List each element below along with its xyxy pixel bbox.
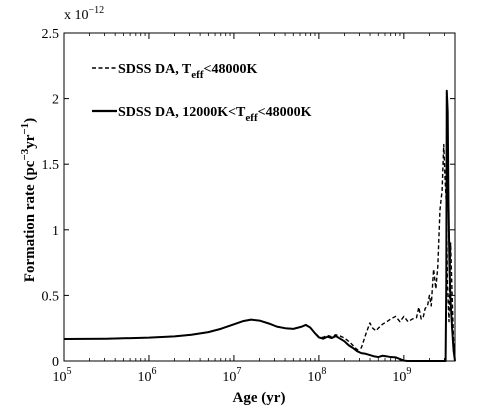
x-tick-label: 108 (307, 366, 326, 385)
x-tick-label: 107 (222, 366, 241, 385)
axis-ticks: 0 0.5 1 1.5 2 2.5 105 106 107 108 109 (42, 27, 455, 385)
legend: SDSS DA, Teff<48000K SDSS DA, 12000K<Teff… (92, 62, 312, 124)
x-tick-label: 109 (392, 366, 411, 385)
series-line-dashed (63, 143, 456, 359)
y-multiplier-label: x 10−12 (64, 5, 104, 23)
legend-entry-2: SDSS DA, 12000K<Teff<48000K (118, 105, 312, 124)
series-layer (63, 89, 456, 362)
y-tick-label: 0 (52, 355, 59, 370)
y-tick-label: 1 (52, 224, 59, 239)
x-tick-label: 106 (137, 366, 156, 385)
y-tick-label: 2.5 (42, 27, 60, 42)
y-axis-label: Formation rate (pc−3yr−1) (19, 118, 38, 282)
series-line-solid (63, 89, 456, 362)
y-tick-label: 1.5 (42, 158, 60, 173)
y-tick-label: 0.5 (42, 289, 60, 304)
x-tick-label: 105 (53, 366, 72, 385)
x-axis-label: Age (yr) (233, 390, 286, 406)
legend-entry-1: SDSS DA, Teff<48000K (118, 62, 257, 81)
plot-frame (63, 32, 456, 362)
plot-area (63, 32, 456, 362)
y-tick-label: 2 (52, 93, 59, 108)
